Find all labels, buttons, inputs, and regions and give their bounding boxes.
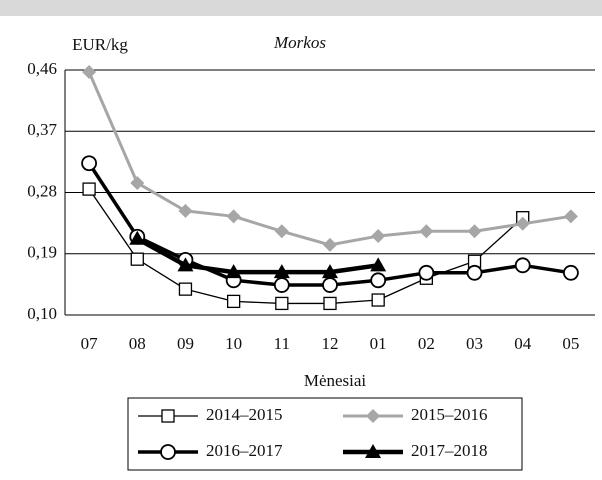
marker bbox=[418, 264, 435, 281]
x-tick-label: 07 bbox=[81, 334, 99, 353]
marker bbox=[371, 229, 386, 244]
legend-box bbox=[127, 397, 523, 471]
marker bbox=[323, 296, 337, 311]
marker bbox=[514, 257, 531, 274]
series-line bbox=[136, 236, 379, 275]
marker bbox=[563, 209, 578, 224]
x-tick-label: 04 bbox=[514, 334, 532, 353]
x-tick-label: 03 bbox=[466, 334, 483, 353]
x-tick-label: 01 bbox=[370, 334, 387, 353]
marker bbox=[274, 224, 289, 239]
marker bbox=[323, 237, 337, 252]
marker bbox=[275, 296, 289, 311]
marker bbox=[178, 282, 193, 296]
marker bbox=[515, 216, 530, 231]
marker bbox=[370, 257, 387, 272]
marker bbox=[82, 65, 97, 80]
x-axis-label: Mėnesiai bbox=[304, 371, 367, 390]
legend-label: 2014–2015 bbox=[206, 405, 283, 424]
x-tick-label: 08 bbox=[129, 334, 146, 353]
y-tick-label: 0,19 bbox=[27, 243, 57, 262]
marker bbox=[322, 277, 338, 293]
marker bbox=[466, 264, 483, 281]
legend-label: 2017–2018 bbox=[411, 441, 488, 460]
marker bbox=[161, 409, 175, 423]
chart-title: Morkos bbox=[273, 33, 326, 52]
marker bbox=[225, 264, 242, 279]
y-tick-label: 0,28 bbox=[27, 181, 57, 200]
marker bbox=[81, 155, 97, 172]
x-tick-label: 02 bbox=[418, 334, 435, 353]
series-line bbox=[87, 71, 572, 247]
marker bbox=[365, 444, 381, 458]
legend-label: 2016–2017 bbox=[206, 441, 283, 460]
x-tick-label: 11 bbox=[274, 334, 290, 353]
marker bbox=[273, 264, 290, 279]
marker bbox=[177, 257, 194, 272]
marker bbox=[322, 264, 338, 279]
marker bbox=[129, 230, 146, 245]
marker bbox=[370, 272, 387, 289]
x-tick-label: 05 bbox=[562, 334, 579, 353]
marker bbox=[226, 294, 241, 309]
marker bbox=[130, 175, 145, 190]
marker bbox=[226, 209, 241, 224]
x-tick-label: 12 bbox=[322, 334, 339, 353]
marker bbox=[467, 224, 482, 239]
marker bbox=[178, 203, 193, 218]
marker bbox=[563, 264, 579, 281]
legend-label: 2015–2016 bbox=[411, 405, 488, 424]
marker bbox=[82, 182, 96, 196]
y-tick-label: 0,10 bbox=[27, 304, 57, 323]
y-tick-label: 0,37 bbox=[27, 120, 57, 139]
marker bbox=[160, 444, 176, 460]
top-bar bbox=[0, 0, 602, 16]
x-tick-label: 10 bbox=[225, 334, 242, 353]
series-line bbox=[88, 188, 524, 305]
marker bbox=[130, 252, 144, 266]
y-tick-label: 0,46 bbox=[27, 59, 57, 78]
marker bbox=[371, 293, 385, 307]
marker bbox=[366, 409, 380, 423]
y-axis-label: EUR/kg bbox=[72, 35, 128, 54]
x-tick-label: 09 bbox=[177, 334, 194, 353]
marker bbox=[419, 224, 434, 239]
marker bbox=[273, 277, 290, 293]
